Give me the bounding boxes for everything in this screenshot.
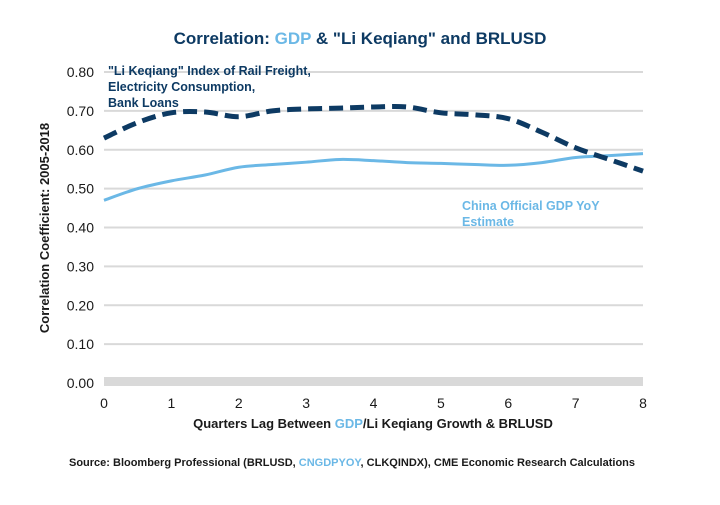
y-tick-label: 0.30 xyxy=(67,258,94,274)
x-tick-label: 2 xyxy=(235,395,243,411)
source-note: Source: Bloomberg Professional (BRLUSD, … xyxy=(69,457,635,469)
y-tick-label: 0.40 xyxy=(67,220,94,236)
series-line-china-gdp xyxy=(103,152,644,202)
y-tick-label: 0.10 xyxy=(67,336,94,352)
y-tick-label: 0.00 xyxy=(67,375,94,391)
series-label-china-gdp: China Official GDP YoY Estimate xyxy=(462,199,603,229)
chart-title: Correlation: GDP & "Li Keqiang" and BRLU… xyxy=(174,29,547,48)
x-axis-label: Quarters Lag Between GDP/Li Keqiang Grow… xyxy=(193,416,553,431)
x-tick-label: 8 xyxy=(639,395,647,411)
series-line-li-keqiang xyxy=(102,104,644,174)
x-tick-label: 7 xyxy=(572,395,580,411)
x-tick-label: 5 xyxy=(437,395,445,411)
x-tick-label: 1 xyxy=(167,395,175,411)
y-tick-label: 0.20 xyxy=(67,297,94,313)
y-tick-label: 0.70 xyxy=(67,103,94,119)
x-tick-label: 4 xyxy=(370,395,378,411)
y-tick-label: 0.60 xyxy=(67,142,94,158)
y-tick-label: 0.50 xyxy=(67,181,94,197)
y-axis-label: Correlation Coefficient: 2005-2018 xyxy=(37,123,52,333)
x-tick-label: 0 xyxy=(100,395,108,411)
x-tick-label: 3 xyxy=(302,395,310,411)
x-tick-label: 6 xyxy=(504,395,512,411)
series-label-li-keqiang: "Li Keqiang" Index of Rail Freight, Elec… xyxy=(108,64,314,110)
zero-baseline xyxy=(104,377,643,386)
y-tick-label: 0.80 xyxy=(67,64,94,80)
